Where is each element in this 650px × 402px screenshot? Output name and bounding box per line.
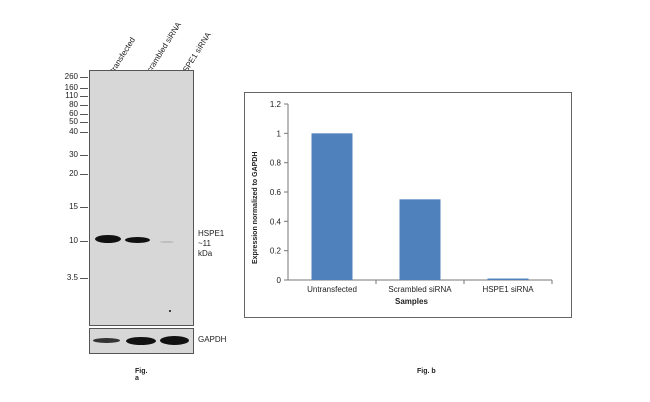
y-tick-label: 1 bbox=[277, 129, 282, 138]
gapdh-label: GAPDH bbox=[198, 335, 227, 344]
y-tick-label: 0.4 bbox=[270, 217, 282, 226]
mw-tick bbox=[80, 241, 88, 242]
y-tick-label: 0 bbox=[277, 276, 282, 285]
mw-marker-40: 40 bbox=[69, 127, 78, 136]
mw-marker-60: 60 bbox=[69, 109, 78, 118]
mw-marker-10: 10 bbox=[69, 236, 78, 245]
mw-marker-30: 30 bbox=[69, 150, 78, 159]
blot-membrane-hspe1 bbox=[89, 70, 194, 326]
bar-chart: 0 0.2 0.4 0.6 0.8 1 1.2 Untransfected Scrambled … bbox=[270, 100, 553, 294]
bar-2 bbox=[487, 278, 529, 280]
mw-tick bbox=[80, 174, 88, 175]
mw-marker-260: 260 bbox=[64, 72, 78, 81]
x-tick-label: Scrambled siRNA bbox=[388, 285, 452, 294]
mw-marker-20: 20 bbox=[69, 169, 78, 178]
band-label-size: ~11 kDa bbox=[198, 239, 213, 258]
mw-tick bbox=[80, 88, 88, 89]
mw-tick bbox=[80, 155, 88, 156]
fig-b-caption: Fig. b bbox=[417, 368, 436, 375]
mw-tick bbox=[80, 96, 88, 97]
x-tick-label: HSPE1 siRNA bbox=[482, 285, 534, 294]
mw-tick bbox=[80, 278, 88, 279]
y-tick-label: 1.2 bbox=[270, 100, 282, 109]
band-hspe1-untransfected bbox=[95, 235, 121, 243]
fig-a-caption: Fig. a bbox=[135, 368, 148, 382]
mw-marker-15: 15 bbox=[69, 202, 78, 211]
band-hspe1-scrambled bbox=[125, 237, 150, 243]
y-tick-label: 0.8 bbox=[270, 159, 282, 168]
mw-tick bbox=[80, 207, 88, 208]
blot-membrane-gapdh bbox=[89, 328, 194, 354]
band-gapdh-scrambled bbox=[126, 337, 156, 345]
bar-1 bbox=[399, 199, 441, 280]
mw-tick bbox=[80, 105, 88, 106]
y-tick-label: 0.6 bbox=[270, 188, 282, 197]
blot-speck bbox=[169, 310, 171, 312]
mw-marker-3-5: 3.5 bbox=[66, 273, 78, 282]
band-label-name: HSPE1 bbox=[198, 229, 225, 238]
mw-tick bbox=[80, 132, 88, 133]
y-axis-label: Expression normalized to GAPDH bbox=[252, 151, 259, 264]
mw-tick bbox=[80, 77, 88, 78]
mw-marker-50: 50 bbox=[69, 117, 78, 126]
band-label-hspe1: HSPE1 ~11 kDa bbox=[198, 229, 224, 259]
x-tick-label: Untransfected bbox=[307, 285, 357, 294]
mw-tick bbox=[80, 122, 88, 123]
mw-marker-160: 160 bbox=[64, 83, 78, 92]
band-gapdh-hspe1 bbox=[160, 336, 189, 345]
band-gapdh-untransfected bbox=[93, 338, 120, 343]
x-axis-label: Samples bbox=[395, 297, 428, 306]
chart-frame bbox=[244, 92, 572, 318]
band-hspe1-knockdown bbox=[160, 241, 174, 243]
bar-0 bbox=[311, 133, 353, 280]
mw-tick bbox=[80, 114, 88, 115]
mw-marker-110: 110 bbox=[65, 91, 78, 100]
mw-marker-80: 80 bbox=[69, 100, 78, 109]
y-tick-label: 0.2 bbox=[270, 247, 282, 256]
